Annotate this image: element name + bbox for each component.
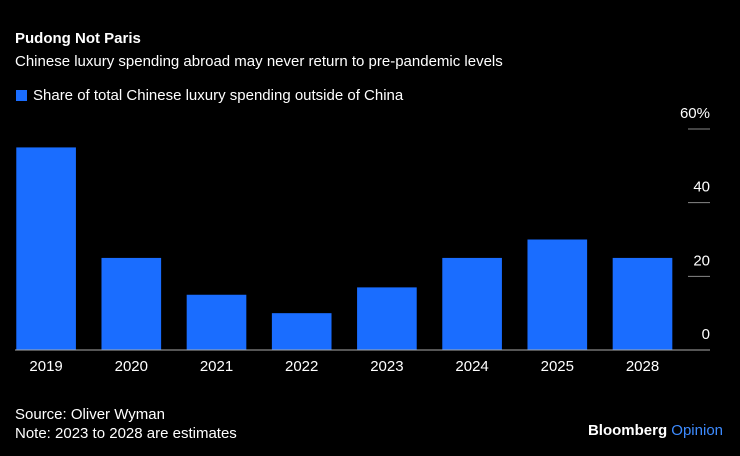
note: Note: 2023 to 2028 are estimates bbox=[15, 425, 237, 442]
y-tick-label: 40 bbox=[693, 179, 710, 196]
bar bbox=[101, 257, 162, 350]
chart-subtitle: Chinese luxury spending abroad may never… bbox=[15, 53, 503, 70]
x-tick-label: 2022 bbox=[285, 358, 318, 375]
y-tick-label: 20 bbox=[693, 252, 710, 269]
bar bbox=[612, 257, 673, 350]
brand-name: Bloomberg bbox=[588, 422, 667, 439]
brand: Bloomberg Opinion bbox=[588, 422, 723, 439]
bar bbox=[271, 313, 332, 350]
x-tick-label: 2028 bbox=[626, 358, 659, 375]
x-tick-label: 2021 bbox=[200, 358, 233, 375]
y-tick-label: 60% bbox=[680, 105, 710, 122]
x-tick-label: 2020 bbox=[115, 358, 148, 375]
legend-swatch bbox=[16, 90, 27, 101]
x-tick-label: 2024 bbox=[455, 358, 488, 375]
bar bbox=[527, 239, 588, 350]
bar bbox=[442, 257, 502, 350]
source: Source: Oliver Wyman bbox=[15, 406, 165, 423]
legend-label: Share of total Chinese luxury spending o… bbox=[33, 87, 404, 104]
x-tick-label: 2019 bbox=[29, 358, 62, 375]
bar bbox=[16, 147, 76, 350]
x-tick-label: 2025 bbox=[541, 358, 574, 375]
brand-section: Opinion bbox=[671, 422, 723, 439]
bar bbox=[357, 287, 417, 350]
bar bbox=[186, 294, 247, 350]
chart-title: Pudong Not Paris bbox=[15, 30, 141, 47]
y-tick-label: 0 bbox=[702, 326, 710, 343]
x-tick-label: 2023 bbox=[370, 358, 403, 375]
